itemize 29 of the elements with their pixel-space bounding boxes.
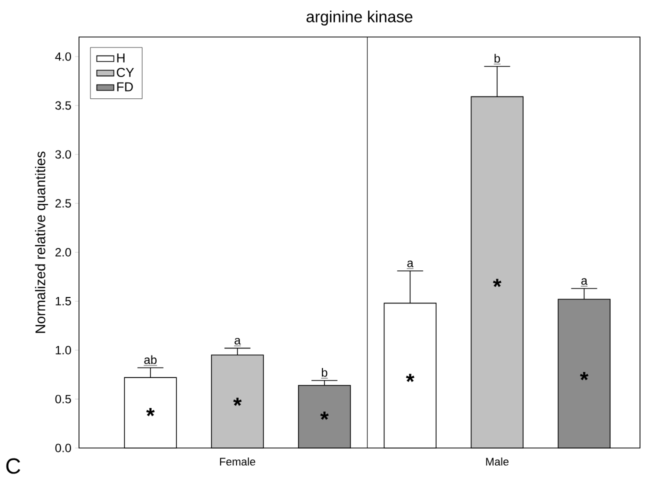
annotation: * <box>233 398 242 406</box>
y-tick-label: 1.0 <box>56 346 72 354</box>
text: C <box>6 458 20 474</box>
legend-label: H <box>117 53 124 62</box>
annotation: * <box>580 372 588 380</box>
y-tick-label: 4.0 <box>55 52 72 61</box>
y-tick-label: 2.0 <box>55 248 72 257</box>
annotation: * <box>492 278 502 288</box>
y-tick-label: 0.5 <box>55 394 71 404</box>
annotation: * <box>146 408 155 416</box>
annotation: ab <box>144 355 157 364</box>
annotation: * <box>320 412 329 420</box>
annotation: b <box>494 54 500 63</box>
annotation: a <box>581 278 588 285</box>
y-tick-label: 3.5 <box>55 101 71 110</box>
x-tick-label: Female <box>220 458 256 466</box>
legend-label: CY <box>116 68 134 77</box>
y-tick-label: 2.5 <box>55 199 71 208</box>
chart-title: arginine kinase <box>306 10 412 26</box>
annotation: a <box>407 260 414 268</box>
annotation: a <box>234 338 241 344</box>
legend-label: FD <box>117 82 133 92</box>
y-tick-label: 3.0 <box>55 150 72 159</box>
x-tick-label: Male <box>486 458 509 466</box>
y-tick-label: 0.0 <box>55 444 72 452</box>
annotation: b <box>322 368 328 377</box>
annotation: * <box>406 374 414 382</box>
y-axis-title: Normalized relative quantities <box>35 152 48 333</box>
y-tick-label: 1.5 <box>56 297 71 306</box>
